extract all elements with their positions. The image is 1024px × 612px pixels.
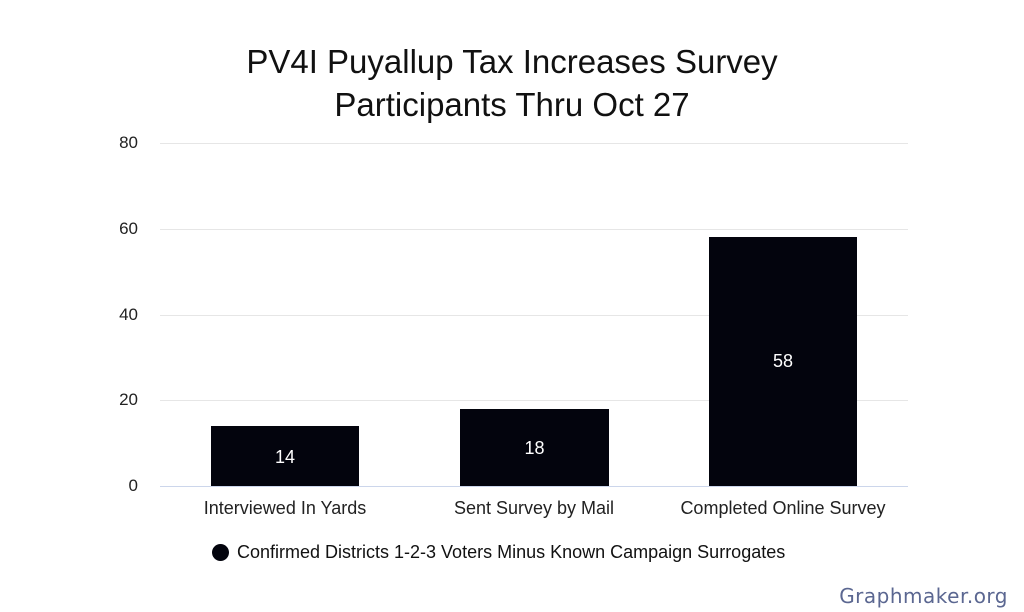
plot-area: 14 18 58 xyxy=(160,143,908,487)
gridline-40 xyxy=(160,315,908,316)
x-tick-completed-online-survey: Completed Online Survey xyxy=(680,498,886,518)
chart-title-line-2: Participants Thru Oct 27 xyxy=(334,86,690,123)
chart-title: PV4I Puyallup Tax Increases Survey Parti… xyxy=(0,40,1024,126)
gridline-60 xyxy=(160,229,908,230)
bar-value-label: 18 xyxy=(524,438,545,458)
x-axis-line xyxy=(160,486,908,487)
x-tick-sent-survey-by-mail: Sent Survey by Mail xyxy=(453,498,615,518)
bar-sent-survey-by-mail[interactable]: 18 xyxy=(460,409,609,486)
legend-label: Confirmed Districts 1-2-3 Voters Minus K… xyxy=(237,542,786,562)
y-tick-0: 0 xyxy=(128,476,138,495)
chart-title-line-1: PV4I Puyallup Tax Increases Survey xyxy=(246,43,778,80)
x-tick-interviewed-in-yards: Interviewed In Yards xyxy=(203,498,367,518)
y-tick-60: 60 xyxy=(119,219,138,238)
bar-interviewed-in-yards[interactable]: 14 xyxy=(211,426,359,486)
bar-value-label: 58 xyxy=(772,351,794,371)
legend-item[interactable]: Confirmed Districts 1-2-3 Voters Minus K… xyxy=(212,542,785,563)
y-tick-40: 40 xyxy=(119,305,138,324)
legend-dot-icon xyxy=(212,544,229,561)
gridline-80 xyxy=(160,143,908,144)
bar-completed-online-survey[interactable]: 58 xyxy=(709,237,857,486)
gridline-20 xyxy=(160,400,908,401)
credit-link[interactable]: Graphmaker.org xyxy=(839,584,1008,608)
y-tick-20: 20 xyxy=(119,390,138,409)
bar-value-label: 14 xyxy=(274,447,296,467)
y-tick-80: 80 xyxy=(119,133,138,152)
